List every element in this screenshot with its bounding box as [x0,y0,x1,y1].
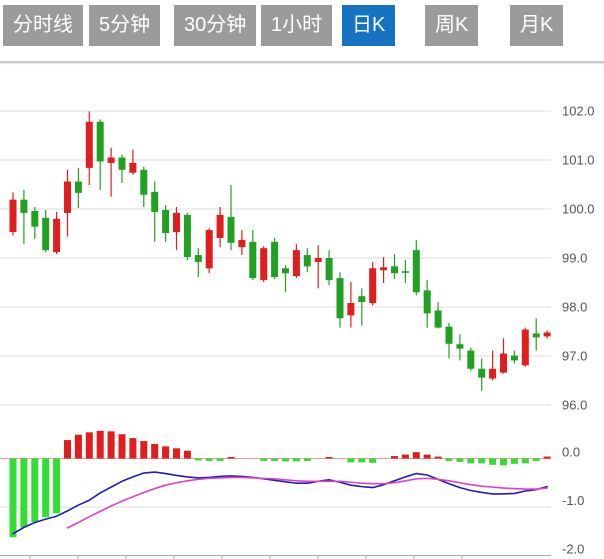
macd-histogram-layer [9,430,551,538]
price-axis-label: 101.0 [562,153,595,168]
price-axis-label: 99.0 [562,251,587,266]
price-axis-labels: 102.0 101.0 100.0 99.0 98.0 97.0 96.0 [562,104,595,413]
tab-1hour[interactable]: 1小时 [261,5,333,46]
dif-line [12,471,548,535]
tab-30min[interactable]: 30分钟 [174,5,257,46]
tab-timeshare[interactable]: 分时线 [3,5,83,46]
macd-axis-label: -2.0 [562,542,584,557]
candlestick-chart[interactable]: 102.0 101.0 100.0 99.0 98.0 97.0 96.0 0.0 -1.0 -2… [0,62,604,559]
price-axis-label: 102.0 [562,104,595,119]
price-axis-label: 96.0 [562,398,587,413]
interval-tabbar: 分时线 5分钟 30分钟 1小时 日K 周K 月K [0,0,604,62]
price-axis-label: 100.0 [562,202,595,217]
price-axis-label: 98.0 [562,300,587,315]
toolbar-separator [0,61,604,63]
tab-5min[interactable]: 5分钟 [89,5,161,46]
price-axis-label: 97.0 [562,349,587,364]
chart-canvas[interactable]: 102.0 101.0 100.0 99.0 98.0 97.0 96.0 0.0 -1.0 -2… [0,62,604,559]
macd-grid: 0.0 -1.0 -2.0 [0,445,584,559]
tab-daily-k[interactable]: 日K [342,5,396,46]
price-grid [0,110,551,406]
macd-axis-label: 0.0 [562,445,580,460]
tab-monthly-k[interactable]: 月K [510,5,564,46]
macd-axis-label: -1.0 [562,493,584,508]
dea-line [66,476,548,529]
candles-layer [9,111,551,391]
tab-weekly-k[interactable]: 周K [425,5,479,46]
